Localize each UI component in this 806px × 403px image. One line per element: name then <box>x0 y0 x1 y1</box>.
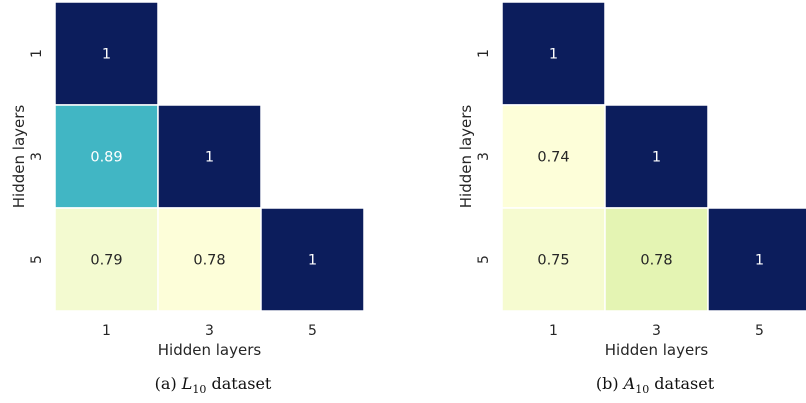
cell-value-label: 0.75 <box>537 253 569 269</box>
cell-value-label: 1 <box>652 150 661 166</box>
heatmap-cell <box>157 207 262 312</box>
cell-value-label: 0.78 <box>193 253 225 269</box>
y-axis-label: Hidden layers <box>457 105 475 209</box>
caption-variable: L <box>181 374 193 393</box>
heatmap-cell <box>501 104 606 209</box>
heatmap-cell <box>54 104 159 209</box>
heatmap-panel-a: 1 0.89 1 0.79 0.78 1 1 3 5 1 3 5 Hidden layers Hidden… <box>10 1 365 396</box>
heatmap-cell <box>260 207 365 312</box>
x-tick-label: 3 <box>205 323 214 339</box>
y-tick-label: 5 <box>476 255 492 264</box>
y-tick-label: 1 <box>476 49 492 58</box>
heatmap-cell <box>501 207 606 312</box>
figure-caption: (b) A10 dataset <box>596 374 715 396</box>
caption-prefix: (a) <box>155 374 182 393</box>
heatmap-cell <box>54 207 159 312</box>
caption-prefix: (b) <box>596 374 624 393</box>
heatmap-cell <box>707 207 806 312</box>
caption-suffix: dataset <box>649 374 715 393</box>
heatmap-cell <box>157 104 262 209</box>
x-axis-label: Hidden layers <box>158 341 262 359</box>
cell-value-label: 0.89 <box>90 150 122 166</box>
cell-value-label: 1 <box>102 47 111 63</box>
cell-value-label: 0.78 <box>640 253 672 269</box>
caption-suffix: dataset <box>206 374 272 393</box>
cell-value-label: 0.74 <box>537 150 569 166</box>
x-tick-label: 5 <box>755 323 764 339</box>
caption-subscript: 10 <box>635 383 649 396</box>
x-tick-label: 1 <box>102 323 111 339</box>
x-tick-label: 3 <box>652 323 661 339</box>
y-tick-label: 5 <box>29 255 45 264</box>
figure-caption: (a) L10 dataset <box>155 374 272 396</box>
caption-variable: A <box>622 374 636 393</box>
y-axis-label: Hidden layers <box>10 105 28 209</box>
y-tick-label: 3 <box>476 152 492 161</box>
x-tick-label: 5 <box>308 323 317 339</box>
y-tick-label: 1 <box>29 49 45 58</box>
cell-value-label: 1 <box>308 253 317 269</box>
cell-value-label: 1 <box>755 253 764 269</box>
cell-value-label: 1 <box>549 47 558 63</box>
heatmap-cell <box>54 1 159 106</box>
y-tick-label: 3 <box>29 152 45 161</box>
x-axis-label: Hidden layers <box>605 341 709 359</box>
heatmap-panel-b: 1 0.74 1 0.75 0.78 1 1 3 5 1 3 5 Hidden layers Hidden… <box>457 1 806 396</box>
cell-value-label: 1 <box>205 150 214 166</box>
caption-subscript: 10 <box>192 383 206 396</box>
x-tick-label: 1 <box>549 323 558 339</box>
cell-value-label: 0.79 <box>90 253 122 269</box>
